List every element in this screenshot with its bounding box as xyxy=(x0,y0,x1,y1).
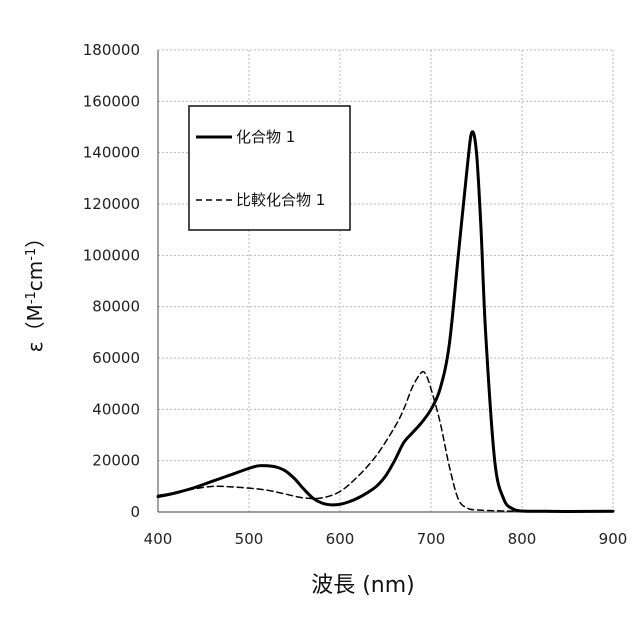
legend-box xyxy=(189,106,350,230)
x-tick-label: 700 xyxy=(417,530,446,548)
y-tick-label: 80000 xyxy=(92,298,140,316)
legend-label-series-1: 化合物 1 xyxy=(236,128,295,146)
series-line-2 xyxy=(158,372,613,512)
x-tick-label: 600 xyxy=(326,530,355,548)
y-axis-label-sup1: -1 xyxy=(24,291,39,304)
x-axis-label: 波長 (nm) xyxy=(311,573,415,598)
y-axis-label-sup2: -1 xyxy=(24,248,39,261)
y-tick-label: 40000 xyxy=(92,400,140,418)
y-axis-label: ε（M-1cm-1） xyxy=(23,228,47,353)
y-tick-label: 140000 xyxy=(83,144,140,162)
y-tick-label: 160000 xyxy=(83,92,140,110)
y-axis-label-prefix: ε（M xyxy=(23,304,47,352)
x-tick-label: 800 xyxy=(508,530,537,548)
y-tick-label: 100000 xyxy=(83,246,140,264)
y-axis-label-mid: cm xyxy=(23,261,47,291)
legend-label-series-2: 比較化合物 1 xyxy=(236,191,325,209)
x-tick-label: 500 xyxy=(235,530,264,548)
y-tick-label: 120000 xyxy=(83,195,140,213)
x-tick-label: 400 xyxy=(144,530,173,548)
y-axis-label-suffix: ） xyxy=(23,228,47,248)
tick-labels: 0 20000 40000 60000 80000 100000 120000 140000 1… xyxy=(83,41,628,548)
y-tick-label: 60000 xyxy=(92,349,140,367)
y-tick-label: 20000 xyxy=(92,452,140,470)
x-tick-label: 900 xyxy=(599,530,628,548)
y-tick-label: 180000 xyxy=(83,41,140,59)
legend: 化合物 1 比較化合物 1 xyxy=(189,106,350,230)
y-tick-label: 0 xyxy=(130,503,140,521)
